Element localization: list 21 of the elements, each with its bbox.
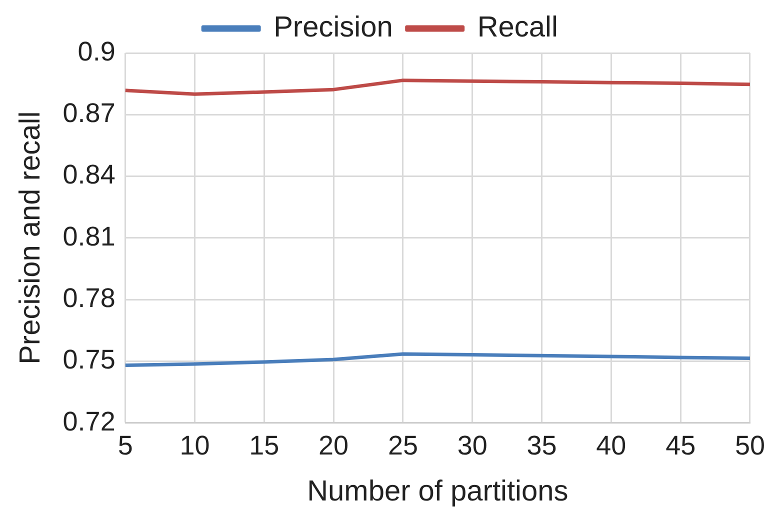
x-tick-label: 45	[666, 430, 696, 460]
y-tick-label: 0.87	[62, 98, 116, 128]
legend-label: Precision	[274, 12, 393, 44]
y-tick-label: 0.81	[62, 221, 116, 252]
x-axis-title: Number of partitions	[307, 476, 568, 508]
x-tick-label: 20	[318, 430, 349, 460]
y-tick-label: 0.84	[62, 160, 116, 190]
x-tick-label: 15	[249, 430, 280, 460]
x-tick-label: 35	[526, 430, 557, 460]
legend-label: Recall	[477, 12, 558, 44]
x-tick-label: 30	[457, 430, 488, 460]
x-tick-label: 25	[388, 430, 418, 460]
y-tick-label: 0.72	[62, 406, 116, 436]
x-tick-label: 50	[734, 430, 766, 460]
y-tick-label: 0.9	[78, 36, 116, 66]
y-axis-title: Precision and recall	[14, 111, 46, 364]
y-tick-label: 0.75	[62, 344, 116, 375]
x-tick-label: 10	[180, 430, 210, 460]
x-tick-label: 40	[596, 430, 626, 460]
x-tick-label: 5	[118, 430, 133, 460]
y-tick-label: 0.78	[62, 282, 116, 313]
